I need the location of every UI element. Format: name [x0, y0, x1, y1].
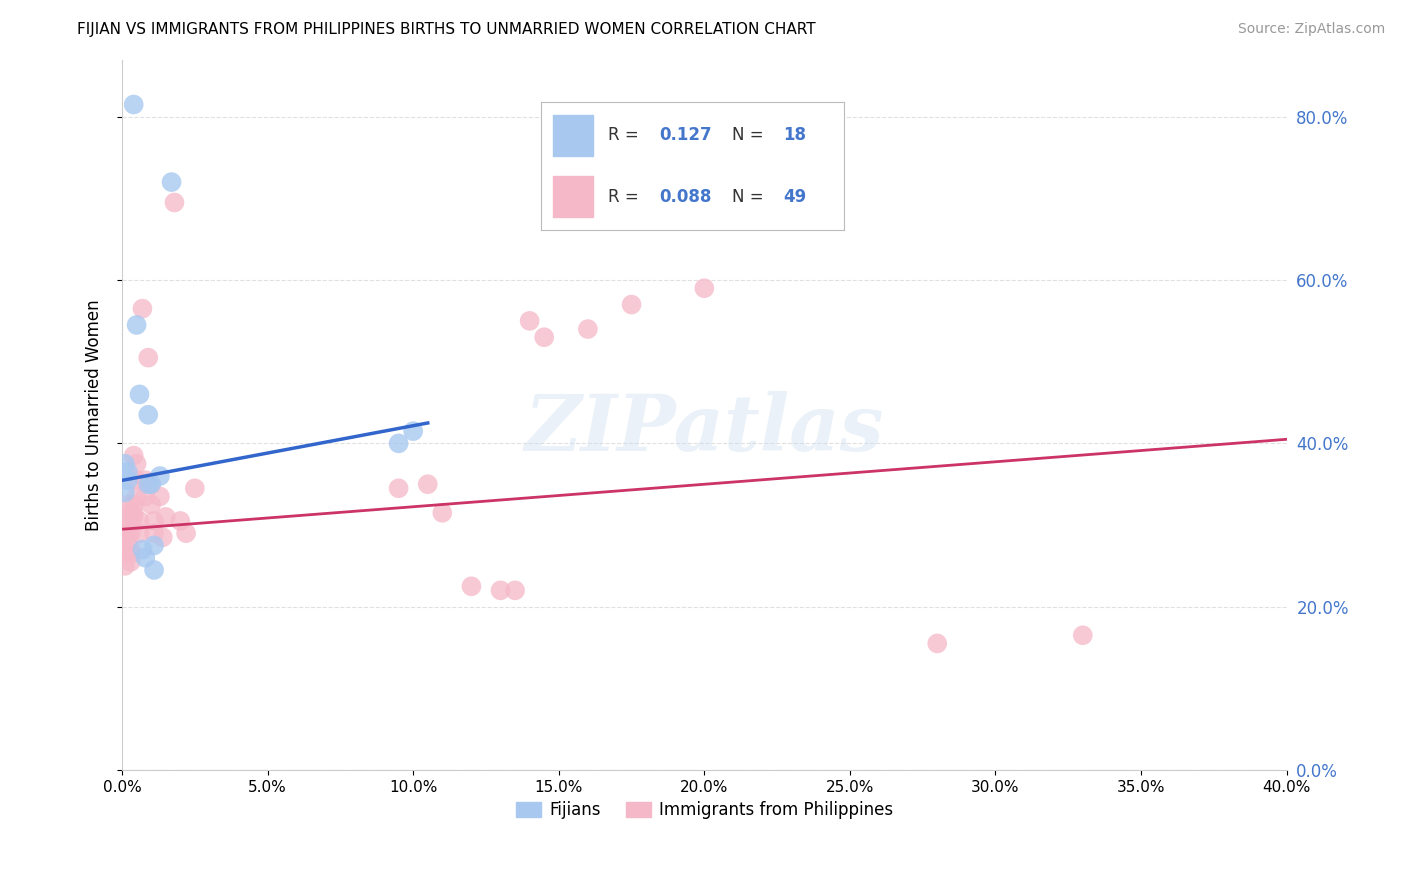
Point — [120, 506, 142, 520]
Point — [620, 297, 643, 311]
Point — [120, 547, 142, 561]
Point — [120, 526, 142, 541]
Point — [125, 490, 148, 504]
Point — [114, 485, 136, 500]
Point — [155, 509, 177, 524]
Point — [402, 424, 425, 438]
Legend: Fijians, Immigrants from Philippines: Fijians, Immigrants from Philippines — [509, 794, 900, 826]
Point — [122, 498, 145, 512]
Point — [184, 481, 207, 495]
Point — [125, 318, 148, 332]
Point — [117, 534, 139, 549]
Point — [117, 514, 139, 528]
Point — [117, 473, 139, 487]
Point — [114, 457, 136, 471]
Point — [503, 583, 526, 598]
Point — [519, 314, 541, 328]
Point — [143, 563, 166, 577]
Point — [174, 526, 197, 541]
Point — [136, 351, 159, 365]
Point — [125, 457, 148, 471]
Point — [141, 498, 163, 512]
Point — [131, 542, 153, 557]
Point — [114, 522, 136, 536]
Point — [152, 530, 174, 544]
Point — [120, 542, 142, 557]
Point — [136, 477, 159, 491]
Point — [141, 477, 163, 491]
Point — [143, 526, 166, 541]
Point — [149, 490, 172, 504]
Point — [160, 175, 183, 189]
Point — [143, 538, 166, 552]
Point — [149, 469, 172, 483]
Point — [120, 555, 142, 569]
Point — [125, 473, 148, 487]
Point — [117, 465, 139, 479]
Point — [122, 506, 145, 520]
Point — [134, 473, 156, 487]
Point — [134, 490, 156, 504]
Text: Source: ZipAtlas.com: Source: ZipAtlas.com — [1237, 22, 1385, 37]
Point — [117, 526, 139, 541]
Point — [122, 509, 145, 524]
Point — [927, 636, 949, 650]
Point — [169, 514, 191, 528]
Point — [134, 550, 156, 565]
Text: FIJIAN VS IMMIGRANTS FROM PHILIPPINES BIRTHS TO UNMARRIED WOMEN CORRELATION CHAR: FIJIAN VS IMMIGRANTS FROM PHILIPPINES BI… — [77, 22, 815, 37]
Text: ZIPatlas: ZIPatlas — [524, 391, 884, 467]
Point — [388, 481, 411, 495]
Point — [122, 449, 145, 463]
Point — [576, 322, 599, 336]
Point — [416, 477, 439, 491]
Point — [114, 542, 136, 557]
Point — [128, 387, 150, 401]
Point — [136, 408, 159, 422]
Point — [693, 281, 716, 295]
Point — [432, 506, 454, 520]
Point — [460, 579, 482, 593]
Point — [533, 330, 555, 344]
Point — [128, 526, 150, 541]
Point — [388, 436, 411, 450]
Point — [163, 195, 186, 210]
Point — [122, 97, 145, 112]
Point — [131, 301, 153, 316]
Point — [128, 514, 150, 528]
Point — [114, 558, 136, 573]
Point — [489, 583, 512, 598]
Point — [141, 477, 163, 491]
Point — [117, 498, 139, 512]
Point — [1071, 628, 1094, 642]
Y-axis label: Births to Unmarried Women: Births to Unmarried Women — [86, 299, 103, 531]
Point — [143, 514, 166, 528]
